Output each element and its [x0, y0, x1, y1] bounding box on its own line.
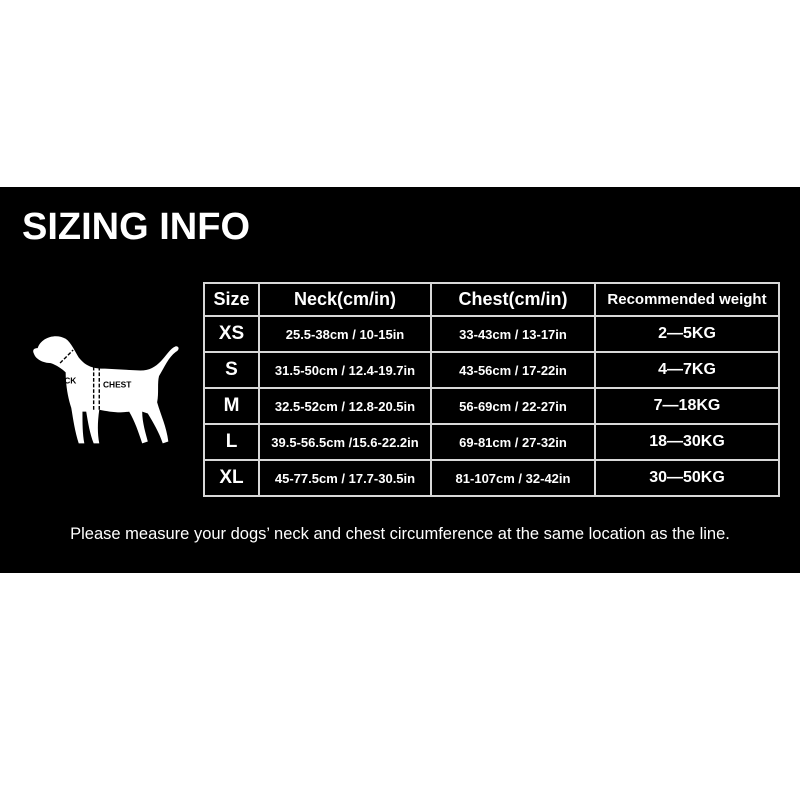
- cell-neck: 39.5-56.5cm /15.6-22.2in: [258, 423, 432, 461]
- cell-weight: 18—30KG: [594, 423, 780, 461]
- cell-weight: 30—50KG: [594, 459, 780, 497]
- neck-line: [59, 349, 74, 364]
- chest-line: [92, 366, 100, 412]
- measurement-note: Please measure your dogs’ neck and chest…: [70, 525, 730, 543]
- table-row: XS 25.5-38cm / 10-15in 33-43cm / 13-17in…: [203, 315, 780, 353]
- cell-chest: 56-69cm / 22-27in: [430, 387, 596, 425]
- header-chest: Chest(cm/in): [430, 282, 596, 317]
- cell-size: XS: [203, 315, 260, 353]
- neck-label: NECK: [53, 376, 77, 386]
- table-row: XL 45-77.5cm / 17.7-30.5in 81-107cm / 32…: [203, 459, 780, 497]
- cell-chest: 33-43cm / 13-17in: [430, 315, 596, 353]
- dog-silhouette: [33, 336, 179, 444]
- table-row: M 32.5-52cm / 12.8-20.5in 56-69cm / 22-2…: [203, 387, 780, 425]
- table-row: L 39.5-56.5cm /15.6-22.2in 69-81cm / 27-…: [203, 423, 780, 461]
- cell-weight: 2—5KG: [594, 315, 780, 353]
- cell-size: XL: [203, 459, 260, 497]
- cell-size: M: [203, 387, 260, 425]
- table-row: S 31.5-50cm / 12.4-19.7in 43-56cm / 17-2…: [203, 351, 780, 389]
- table-header-row: Size Neck(cm/in) Chest(cm/in) Recommende…: [203, 282, 780, 317]
- cell-chest: 81-107cm / 32-42in: [430, 459, 596, 497]
- cell-chest: 69-81cm / 27-32in: [430, 423, 596, 461]
- cell-neck: 31.5-50cm / 12.4-19.7in: [258, 351, 432, 389]
- cell-chest: 43-56cm / 17-22in: [430, 351, 596, 389]
- header-size: Size: [203, 282, 260, 317]
- header-weight: Recommended weight: [594, 282, 780, 317]
- dog-measurement-diagram: NECK CHEST: [33, 336, 179, 444]
- cell-weight: 4—7KG: [594, 351, 780, 389]
- cell-neck: 45-77.5cm / 17.7-30.5in: [258, 459, 432, 497]
- page-title: SIZING INFO: [22, 206, 250, 248]
- cell-size: S: [203, 351, 260, 389]
- size-table: Size Neck(cm/in) Chest(cm/in) Recommende…: [203, 282, 780, 497]
- cell-size: L: [203, 423, 260, 461]
- chest-label: CHEST: [103, 379, 132, 389]
- cell-neck: 32.5-52cm / 12.8-20.5in: [258, 387, 432, 425]
- cell-weight: 7—18KG: [594, 387, 780, 425]
- header-neck: Neck(cm/in): [258, 282, 432, 317]
- cell-neck: 25.5-38cm / 10-15in: [258, 315, 432, 353]
